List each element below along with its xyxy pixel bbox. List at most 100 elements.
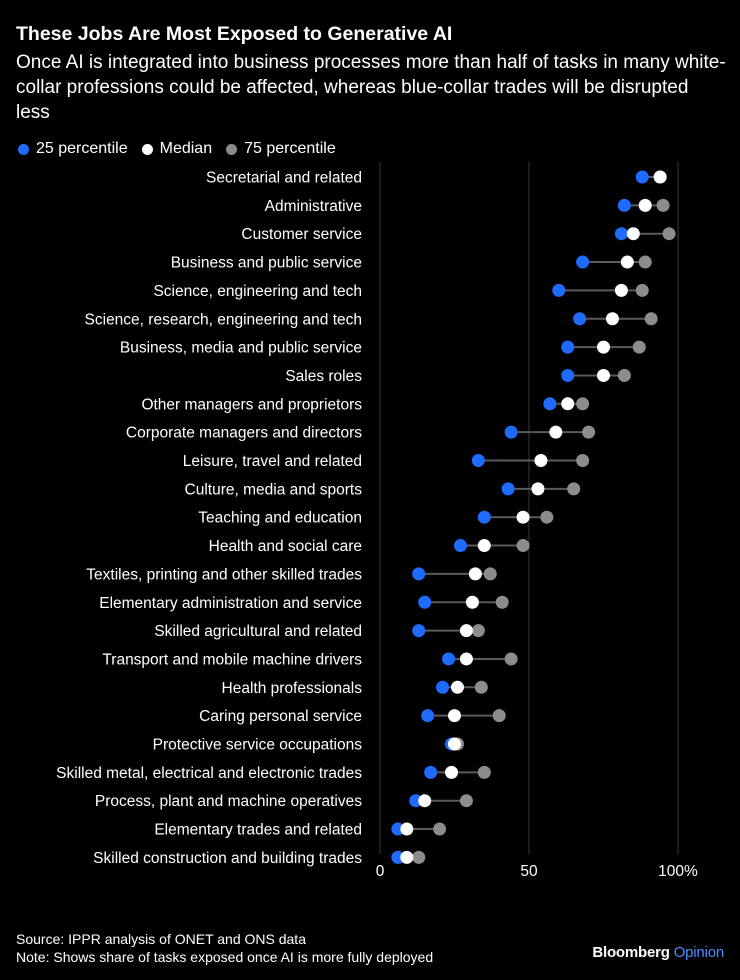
p75-point	[576, 454, 590, 467]
legend-item-median: Median	[141, 138, 213, 160]
median-point	[477, 539, 491, 553]
p75-point	[576, 397, 590, 411]
legend-dot-icon-p25	[18, 143, 29, 155]
median-point	[445, 765, 459, 779]
p25-point	[424, 765, 438, 779]
median-point	[561, 397, 575, 411]
category-label: Elementary administration and service	[99, 595, 362, 612]
median-point	[653, 170, 667, 184]
category-label: Skilled metal, electrical and electronic…	[56, 765, 362, 782]
p25-point	[391, 850, 405, 864]
chart-footer: Source: IPPR analysis of ONET and ONS da…	[16, 930, 433, 966]
category-label: Customer service	[241, 226, 362, 243]
footnote: Note: Shows share of tasks exposed once …	[16, 949, 434, 965]
legend-dot-icon-p75	[226, 143, 238, 155]
category-label: Skilled agricultural and related	[154, 623, 362, 640]
p75-point	[459, 794, 473, 808]
median-point	[620, 255, 634, 269]
p25-point	[409, 794, 423, 808]
chart-title: These Jobs Are Most Exposed to Generativ…	[16, 23, 453, 45]
p25-point	[436, 680, 450, 694]
median-point	[448, 737, 461, 751]
legend-item-p75: 75 percentile	[226, 138, 336, 160]
category-label: Sales roles	[285, 368, 362, 385]
median-point	[450, 680, 464, 694]
p25-point	[391, 822, 405, 836]
brand-logo: Bloomberg Opinion	[592, 944, 724, 961]
p25-point	[543, 397, 557, 411]
category-label: Transport and mobile machine drivers	[102, 651, 362, 668]
p25-point	[412, 624, 426, 638]
p25-point	[412, 567, 426, 581]
x-tick-label: 50	[520, 863, 538, 880]
p75-point	[617, 368, 631, 382]
category-label: Culture, media and sports	[185, 481, 363, 498]
category-label: Business and public service	[171, 255, 362, 272]
source-note: Source: IPPR analysis of ONET and ONS da…	[16, 931, 306, 947]
brand-suffix: Opinion	[673, 944, 725, 961]
category-label: Teaching and education	[198, 510, 362, 527]
median-point	[400, 850, 414, 864]
category-label: Elementary trades and related	[154, 822, 362, 839]
p75-point	[632, 340, 646, 354]
x-tick-label: 0	[376, 863, 385, 880]
legend-label-p75: 75 percentile	[244, 140, 336, 157]
category-label: Process, plant and machine operatives	[95, 793, 362, 810]
p75-point	[516, 539, 530, 553]
median-point	[516, 510, 530, 524]
p75-point	[483, 567, 497, 581]
category-label: Leisure, travel and related	[183, 453, 362, 470]
category-label: Secretarial and related	[206, 170, 362, 187]
p75-point	[662, 227, 676, 241]
p25-point	[418, 595, 432, 609]
p75-point	[638, 255, 652, 269]
p25-point	[501, 482, 515, 496]
legend-dot-icon-median	[141, 143, 153, 155]
category-label: Business, media and public service	[120, 340, 362, 357]
p25-point	[453, 539, 467, 553]
p25-point	[614, 227, 628, 241]
p75-point	[433, 822, 447, 836]
median-point	[459, 652, 473, 666]
category-label: Science, research, engineering and tech	[85, 311, 362, 328]
p25-point	[573, 312, 587, 326]
p25-point	[504, 425, 518, 439]
category-label: Health and social care	[209, 538, 362, 555]
category-label: Caring personal service	[199, 708, 362, 725]
legend-label-p25: 25 percentile	[36, 140, 128, 157]
median-point	[549, 425, 563, 439]
dot-range-chart: 0 50 100% Secretarial and related Administra…	[56, 162, 698, 880]
p75-point	[495, 595, 509, 609]
median-point	[597, 340, 610, 354]
category-label: Textiles, printing and other skilled tra…	[86, 566, 362, 583]
p25-point	[617, 198, 631, 212]
median-point	[448, 709, 461, 723]
legend-label-median: Median	[159, 140, 213, 157]
median-point	[597, 368, 610, 382]
p75-point	[504, 652, 518, 666]
p75-point	[477, 765, 491, 779]
category-label: Science, engineering and tech	[153, 283, 362, 300]
p25-point	[442, 652, 456, 666]
brand-name: Bloomberg	[592, 944, 670, 961]
median-point	[626, 227, 640, 241]
category-label: Protective service occupations	[153, 737, 363, 754]
p75-point	[644, 312, 658, 326]
category-label: Other managers and proprietors	[141, 396, 362, 413]
median-point	[400, 822, 414, 836]
median-point	[468, 567, 482, 581]
category-label: Corporate managers and directors	[126, 425, 362, 442]
p25-point	[576, 255, 590, 269]
median-point	[614, 283, 628, 297]
median-point	[465, 595, 479, 609]
p25-point	[635, 170, 649, 184]
p75-point	[567, 482, 581, 496]
median-point	[605, 312, 619, 326]
median-point	[638, 198, 652, 212]
category-label: Skilled construction and building trades	[93, 850, 362, 867]
p75-point	[635, 283, 649, 297]
median-point	[531, 482, 545, 496]
p75-point	[471, 624, 485, 638]
p75-point	[582, 425, 596, 439]
median-point	[418, 794, 432, 808]
